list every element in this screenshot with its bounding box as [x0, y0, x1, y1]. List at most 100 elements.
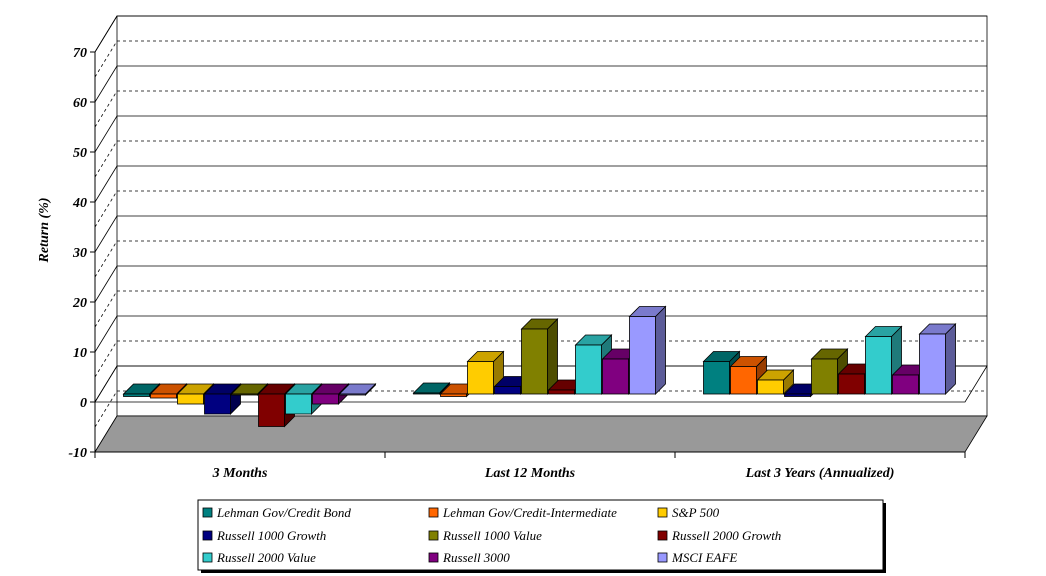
- legend-label: Russell 1000 Growth: [216, 528, 326, 543]
- y-tick-label: 50: [73, 146, 87, 161]
- chart-bars: [122, 305, 957, 428]
- bar-front: [204, 393, 231, 415]
- category-label: 3 Months: [212, 466, 268, 481]
- y-tick-label: 20: [72, 296, 87, 311]
- gridline-minor-side: [94, 340, 118, 378]
- zero-plane: [94, 365, 988, 403]
- legend-swatch: [657, 552, 668, 563]
- bar-front: [521, 328, 548, 395]
- legend-swatch: [202, 530, 213, 541]
- bar-front: [312, 393, 339, 405]
- legend-item: MSCI EAFE: [657, 550, 737, 565]
- legend-label: MSCI EAFE: [671, 550, 737, 565]
- bar: [520, 318, 559, 395]
- y-tick-label: 10: [73, 346, 87, 361]
- bar-front: [629, 316, 656, 395]
- x-axis-category-labels: 3 Months Last 12 Months Last 3 Years (Annu…: [212, 466, 895, 481]
- bar-front: [784, 393, 811, 397]
- gridline-minor-side: [94, 390, 118, 428]
- legend-box: [197, 499, 884, 571]
- gridline-minor-side: [94, 240, 118, 278]
- gridline-major-side: [94, 265, 118, 303]
- legend-item: Russell 2000 Growth: [657, 528, 781, 543]
- bar: [628, 305, 667, 395]
- bar-front: [703, 361, 730, 395]
- y-tick-label: 70: [73, 46, 87, 61]
- bar-front: [440, 393, 467, 397]
- legend-label: Russell 2000 Value: [216, 550, 316, 565]
- gridline-minor-side: [94, 90, 118, 128]
- legend-label: S&P 500: [672, 505, 720, 520]
- legend-label: Lehman Gov/Credit Bond: [216, 505, 351, 520]
- legend-swatch: [428, 530, 439, 541]
- y-tick-label: 0: [80, 396, 87, 411]
- gridline-major-side: [94, 315, 118, 353]
- gridline-minor-side: [94, 190, 118, 228]
- bar-front: [865, 336, 892, 395]
- bar-front: [413, 392, 440, 395]
- gridline-minor-side: [94, 290, 118, 328]
- bar-front: [177, 393, 204, 405]
- legend-label: Russell 1000 Value: [442, 528, 542, 543]
- y-tick-label: 60: [73, 96, 87, 111]
- y-tick-label: 40: [72, 196, 87, 211]
- bar-side: [945, 323, 956, 395]
- legend-item: Lehman Gov/Credit-Intermediate: [428, 505, 617, 520]
- legend-item: Russell 1000 Growth: [202, 528, 326, 543]
- bar-front: [919, 333, 946, 395]
- bar-front: [811, 358, 838, 395]
- bar: [203, 383, 242, 415]
- bar-front: [730, 366, 757, 395]
- chart-legend: Lehman Gov/Credit Bond Lehman Gov/Credit-…: [197, 499, 886, 573]
- bar-front: [494, 386, 521, 395]
- legend-item: Russell 1000 Value: [428, 528, 542, 543]
- bar: [284, 383, 323, 415]
- bar-front: [258, 393, 285, 427]
- y-axis-tick-labels: -10 0 10 20 30 40 50 60 70: [68, 46, 87, 461]
- bar-front: [467, 361, 494, 395]
- legend-label: Russell 2000 Growth: [671, 528, 781, 543]
- legend-swatch: [657, 507, 668, 518]
- gridline-minor-side: [94, 40, 118, 78]
- bar: [756, 369, 795, 395]
- legend-label: Russell 3000: [442, 550, 510, 565]
- chart-floor: [94, 415, 988, 453]
- chart-gridlines: [94, 15, 988, 453]
- legend-label: Lehman Gov/Credit-Intermediate: [442, 505, 617, 520]
- bar-front: [757, 379, 784, 395]
- gridline-major-side: [94, 165, 118, 203]
- bar: [338, 383, 377, 396]
- y-axis-label: Return (%): [37, 198, 52, 264]
- category-label: Last 12 Months: [484, 466, 576, 481]
- bar-front: [150, 393, 177, 399]
- bar-front: [339, 393, 366, 396]
- bar-front: [602, 358, 629, 395]
- chart-axes: [90, 51, 966, 458]
- bar-front: [285, 393, 312, 415]
- legend-swatch: [202, 552, 213, 563]
- bar-front: [892, 374, 919, 395]
- legend-swatch: [657, 530, 668, 541]
- bar-front: [548, 389, 575, 395]
- legend-swatch: [202, 507, 213, 518]
- chart-floor-panel: [94, 415, 988, 453]
- legend-swatch: [428, 507, 439, 518]
- legend-item: Lehman Gov/Credit Bond: [202, 505, 351, 520]
- y-tick-label: -10: [68, 446, 87, 461]
- y-tick-label: 30: [72, 246, 87, 261]
- gridline-major-side: [94, 65, 118, 103]
- gridline-major-side: [94, 15, 118, 53]
- category-label: Last 3 Years (Annualized): [745, 466, 895, 481]
- gridline-major-side: [94, 215, 118, 253]
- bar: [412, 382, 451, 395]
- gridline-minor-side: [94, 140, 118, 178]
- bar-front: [123, 393, 150, 397]
- bar-side: [655, 305, 666, 395]
- legend-swatch: [428, 552, 439, 563]
- legend-item: S&P 500: [657, 505, 720, 520]
- gridline-major-side: [94, 115, 118, 153]
- bar: [918, 323, 957, 395]
- bar-front: [838, 373, 865, 395]
- legend-item: Russell 2000 Value: [202, 550, 316, 565]
